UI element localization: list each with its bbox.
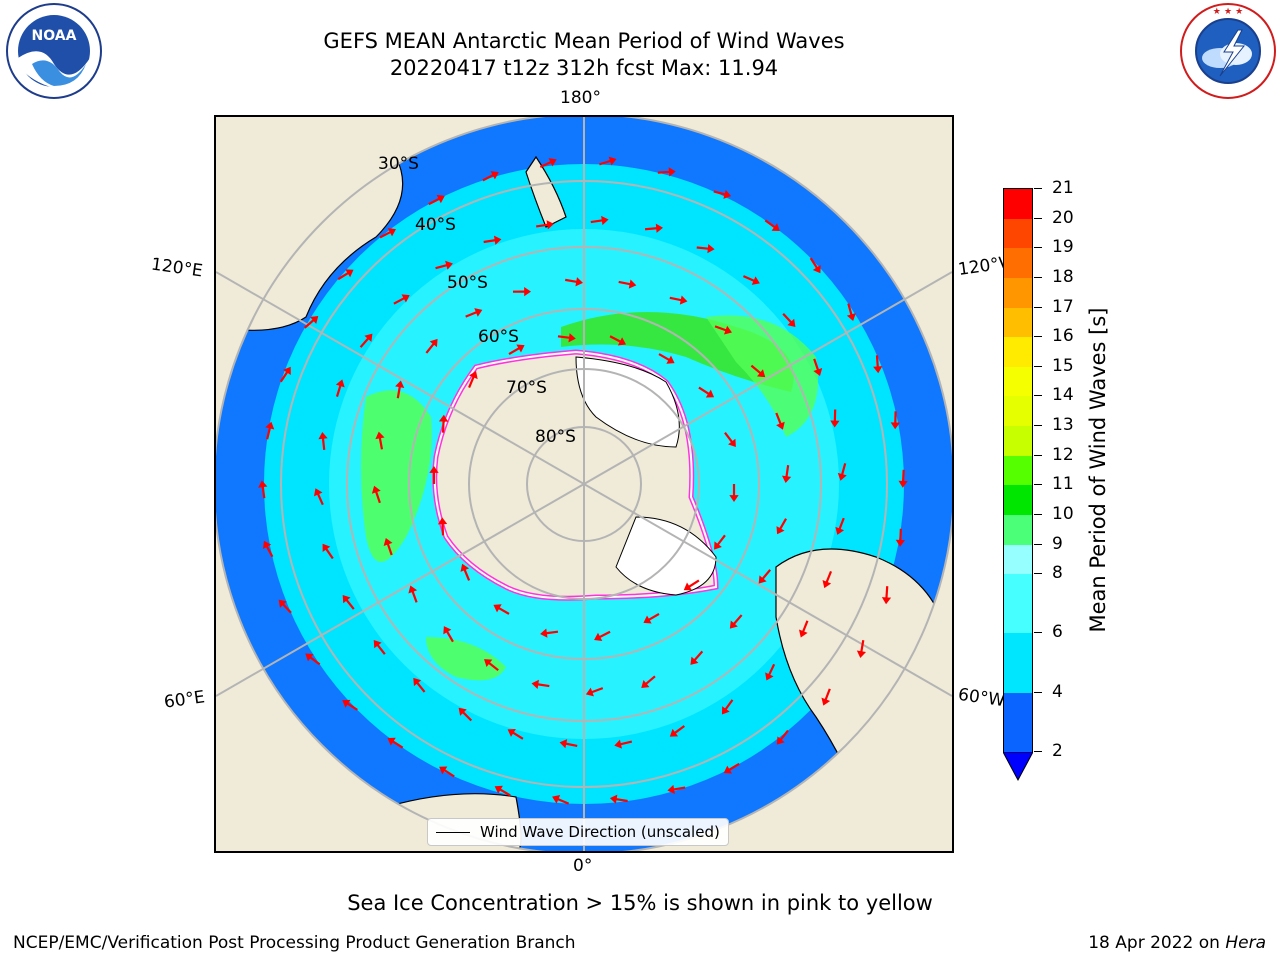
colorbar-tick-mark	[1034, 514, 1042, 515]
lat-label-70s: 70°S	[506, 378, 547, 398]
colorbar-bin-4	[1004, 515, 1032, 545]
svg-text:★ ★ ★: ★ ★ ★	[1213, 7, 1243, 17]
colorbar	[1003, 188, 1033, 753]
colorbar-tick-label: 12	[1052, 445, 1074, 465]
colorbar-tick-label: 16	[1052, 326, 1074, 346]
colorbar-tick-label: 6	[1052, 622, 1063, 642]
colorbar-tick-label: 17	[1052, 297, 1074, 317]
sea-ice-caption: Sea Ice Concentration > 15% is shown in …	[184, 891, 1096, 915]
colorbar-tick-mark	[1034, 751, 1042, 752]
lon-label-120e: 120°E	[150, 254, 204, 281]
lat-label-80s: 80°S	[535, 427, 576, 447]
colorbar-bin-1	[1004, 633, 1032, 692]
colorbar-tick-mark	[1034, 336, 1042, 337]
colorbar-tick-mark	[1034, 455, 1042, 456]
colorbar-tick-mark	[1034, 307, 1042, 308]
colorbar-bin-15	[1004, 189, 1032, 219]
map-panel: 30°S 40°S 50°S 60°S 70°S 80°S	[214, 115, 954, 853]
lon-label-60e: 60°E	[163, 687, 206, 712]
colorbar-bin-2	[1004, 574, 1032, 633]
colorbar-under-triangle	[1003, 752, 1033, 782]
colorbar-tick-mark	[1034, 425, 1042, 426]
map-subtitle: 20220417 t12z 312h fcst Max: 11.94	[184, 54, 984, 82]
wave-direction-arrow	[442, 522, 443, 535]
colorbar-tick-label: 10	[1052, 504, 1074, 524]
colorbar-tick-label: 19	[1052, 237, 1074, 257]
lat-label-60s: 60°S	[478, 327, 519, 347]
colorbar-bin-12	[1004, 278, 1032, 308]
map-title: GEFS MEAN Antarctic Mean Period of Wind …	[184, 27, 984, 55]
colorbar-bin-10	[1004, 337, 1032, 367]
legend-label: Wind Wave Direction (unscaled)	[480, 823, 720, 841]
colorbar-bin-8	[1004, 396, 1032, 426]
polar-map: 30°S 40°S 50°S 60°S 70°S 80°S	[216, 117, 952, 851]
lat-label-50s: 50°S	[447, 273, 488, 293]
wave-direction-arrow	[323, 437, 324, 450]
footer-credit: NCEP/EMC/Verification Post Processing Pr…	[13, 933, 576, 953]
colorbar-bin-0	[1004, 693, 1032, 752]
colorbar-tick-label: 21	[1052, 178, 1074, 198]
wave-direction-arrow	[903, 470, 904, 483]
colorbar-bin-3	[1004, 545, 1032, 575]
lon-label-180: 180°	[560, 88, 601, 108]
colorbar-tick-mark	[1034, 366, 1042, 367]
colorbar-bin-9	[1004, 367, 1032, 397]
colorbar-title: Mean Period of Wind Waves [s]	[1086, 308, 1110, 633]
colorbar-tick-label: 9	[1052, 534, 1063, 554]
colorbar-tick-label: 13	[1052, 415, 1074, 435]
colorbar-tick-mark	[1034, 277, 1042, 278]
wave-direction-arrow	[886, 586, 887, 599]
colorbar-tick-label: 18	[1052, 267, 1074, 287]
lon-label-0: 0°	[573, 856, 592, 876]
colorbar-tick-mark	[1034, 188, 1042, 189]
legend-line-swatch	[436, 832, 470, 833]
colorbar-tick-mark	[1034, 573, 1042, 574]
colorbar-bin-13	[1004, 248, 1032, 278]
colorbar-bin-11	[1004, 308, 1032, 338]
footer-date: 18 Apr 2022 on Hera	[1088, 933, 1266, 953]
colorbar-tick-label: 14	[1052, 385, 1074, 405]
wave-direction-arrow	[658, 172, 671, 173]
nws-logo: ★ ★ ★	[1176, 2, 1280, 100]
colorbar-tick-label: 4	[1052, 682, 1063, 702]
colorbar-tick-mark	[1034, 692, 1042, 693]
lon-label-60w: 60°W	[957, 685, 1006, 711]
colorbar-tick-label: 2	[1052, 741, 1063, 761]
colorbar-bin-6	[1004, 456, 1032, 486]
colorbar-bin-14	[1004, 219, 1032, 249]
wave-direction-arrow	[877, 355, 878, 368]
colorbar-tick-mark	[1034, 632, 1042, 633]
colorbar-tick-label: 8	[1052, 563, 1063, 583]
lat-label-30s: 30°S	[378, 154, 419, 174]
wave-direction-arrow	[900, 529, 901, 542]
colorbar-tick-label: 20	[1052, 208, 1074, 228]
colorbar-tick-mark	[1034, 247, 1042, 248]
colorbar-bin-7	[1004, 426, 1032, 456]
noaa-logo: NOAA	[2, 2, 106, 100]
noaa-logo-text: NOAA	[32, 28, 77, 44]
wave-direction-arrow	[443, 420, 444, 433]
footer-date-text: 18 Apr 2022 on	[1088, 933, 1225, 953]
footer-host: Hera	[1225, 933, 1266, 953]
colorbar-tick-label: 11	[1052, 474, 1074, 494]
colorbar-tick-mark	[1034, 544, 1042, 545]
wave-direction-arrow	[697, 247, 710, 248]
wave-direction-arrow	[645, 228, 658, 229]
colorbar-tick-mark	[1034, 484, 1042, 485]
colorbar-tick-mark	[1034, 395, 1042, 396]
colorbar-bin-5	[1004, 485, 1032, 515]
colorbar-tick-label: 15	[1052, 356, 1074, 376]
lat-label-40s: 40°S	[415, 215, 456, 235]
colorbar-tick-mark	[1034, 218, 1042, 219]
map-legend: Wind Wave Direction (unscaled)	[427, 818, 729, 846]
